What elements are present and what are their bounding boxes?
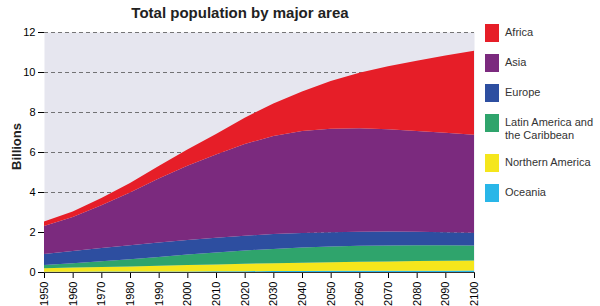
html-text:Africa: Africa — [505, 26, 534, 38]
svg-text:2000: 2000 — [181, 282, 193, 306]
svg-text:2080: 2080 — [411, 282, 423, 306]
html-text:Oceania: Oceania — [505, 186, 546, 198]
svg-text:8: 8 — [29, 106, 35, 118]
svg-text:2070: 2070 — [382, 282, 394, 306]
svg-text:1990: 1990 — [153, 282, 165, 306]
svg-text:1950: 1950 — [38, 282, 50, 306]
svg-text:12: 12 — [23, 26, 35, 38]
svg-text:2030: 2030 — [267, 282, 279, 306]
svg-text:2020: 2020 — [239, 282, 251, 306]
html-text:Latin America and the Caribbea: Latin America and the Caribbean — [505, 116, 594, 141]
svg-text:2050: 2050 — [325, 282, 337, 306]
svg-text:2010: 2010 — [210, 282, 222, 306]
html-text:Northern America: Northern America — [505, 156, 591, 168]
svg-text:0: 0 — [29, 266, 35, 278]
html-text:Billions: Billions — [8, 123, 24, 170]
svg-text:2040: 2040 — [296, 282, 308, 306]
svg-text:2060: 2060 — [353, 282, 365, 306]
svg-text:2: 2 — [29, 226, 35, 238]
svg-text:10: 10 — [23, 66, 35, 78]
svg-text:4: 4 — [29, 186, 35, 198]
svg-text:1960: 1960 — [67, 282, 79, 306]
svg-text:1970: 1970 — [95, 282, 107, 306]
html-text:Asia: Asia — [505, 56, 527, 68]
html-text:Europe: Europe — [505, 86, 541, 98]
svg-text:6: 6 — [29, 146, 35, 158]
svg-text:2100: 2100 — [468, 282, 480, 306]
html-text:Total population by major area: Total population by major area — [131, 4, 349, 21]
svg-text:2090: 2090 — [439, 282, 451, 306]
svg-text:1980: 1980 — [124, 282, 136, 306]
